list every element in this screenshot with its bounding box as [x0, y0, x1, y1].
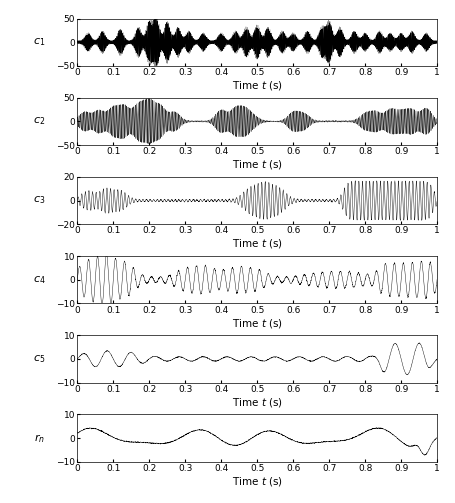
- X-axis label: Time $t$ (s): Time $t$ (s): [232, 317, 283, 329]
- Y-axis label: $c_4$: $c_4$: [33, 274, 46, 286]
- Y-axis label: $c_1$: $c_1$: [33, 36, 46, 48]
- Y-axis label: $r_n$: $r_n$: [34, 432, 45, 445]
- X-axis label: Time $t$ (s): Time $t$ (s): [232, 158, 283, 172]
- X-axis label: Time $t$ (s): Time $t$ (s): [232, 79, 283, 92]
- X-axis label: Time $t$ (s): Time $t$ (s): [232, 475, 283, 488]
- Y-axis label: $c_2$: $c_2$: [33, 116, 46, 127]
- Y-axis label: $c_5$: $c_5$: [33, 353, 46, 365]
- X-axis label: Time $t$ (s): Time $t$ (s): [232, 237, 283, 250]
- Y-axis label: $c_3$: $c_3$: [34, 195, 46, 206]
- X-axis label: Time $t$ (s): Time $t$ (s): [232, 396, 283, 409]
